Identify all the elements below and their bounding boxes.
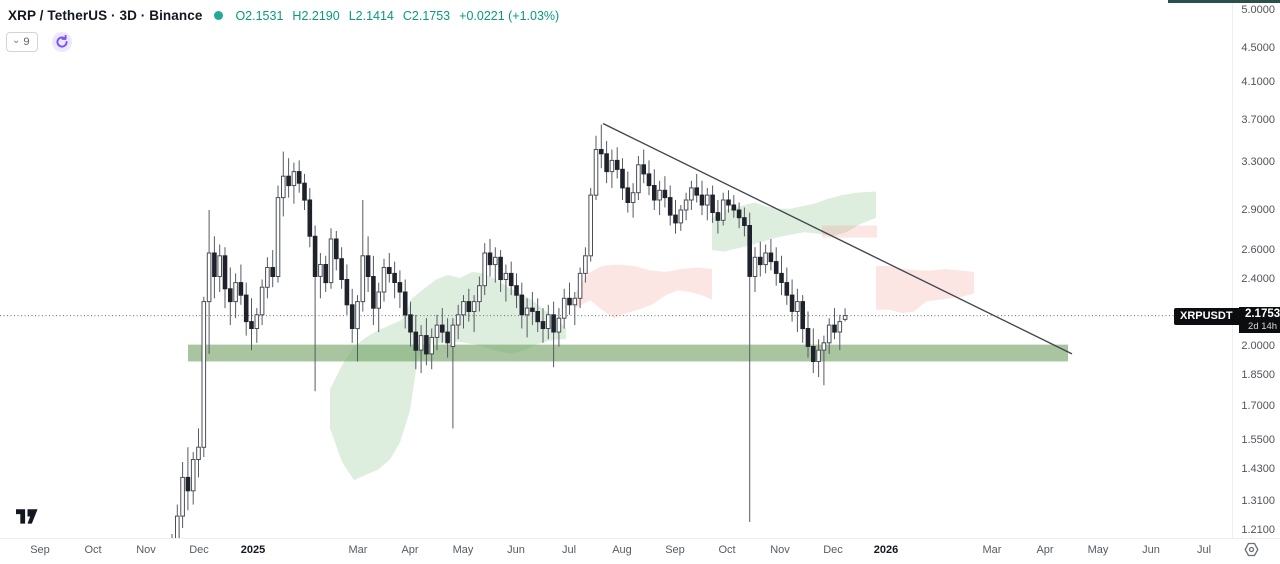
price-scale-gear-icon[interactable] [1243,541,1260,563]
time-tick-Jul: Jul [1196,544,1212,556]
indicator-value: 9 [23,36,30,48]
last-price: 2.1753 [1244,308,1280,321]
green-cloud-autumn [712,191,876,252]
symbol-title[interactable]: XRP / TetherUS · 3D · Binance [8,8,203,23]
descending-trendline[interactable] [602,122,1073,355]
ohlc-low: L2.1414 [348,8,394,23]
price-axis[interactable]: 5.0000 4.5000 4.1000 3.7000 3.3000 2.9000 2.60… [1232,0,1280,538]
time-tick-Nov: Nov [770,544,790,556]
time-tick-May: May [452,544,474,556]
time-axis[interactable]: Sep Oct Nov Dec 2025 Mar Apr May Jun Jul Aug Sep Oct… [0,538,1280,564]
price-label-value: 2.1753 2d 14h [1238,307,1280,334]
price-tick-1.5500: 1.5500 [1241,433,1275,446]
time-tick-Dec: Dec [189,544,209,556]
candle-series [171,124,848,538]
indicator-dropdown[interactable]: ⌄ 9 [6,32,38,52]
time-tick-2026: 2026 [873,544,899,556]
red-cloud-summer [576,264,712,319]
price-tick-2.0000: 2.0000 [1241,339,1275,352]
time-tick-May: May [1087,544,1109,556]
time-tick-Apr: Apr [401,544,419,556]
time-tick-Sep: Sep [30,544,50,556]
price-tick-3.7000: 3.7000 [1241,114,1275,127]
price-tick-3.3000: 3.3000 [1241,156,1275,169]
time-tick-Aug: Aug [612,544,632,556]
time-tick-Oct: Oct [84,544,102,556]
price-tick-1.8500: 1.8500 [1241,368,1275,381]
ohlc-close: C2.1753 [402,8,451,23]
candlestick-chart-canvas[interactable] [0,0,1232,538]
time-tick-Jun: Jun [1142,544,1160,556]
last-price-label[interactable]: XRPUSDT 2.1753 2d 14h [1174,307,1280,334]
sync-refresh-icon[interactable] [51,32,72,52]
price-tick-1.7000: 1.7000 [1241,399,1275,412]
time-tick-Jul: Jul [561,544,577,556]
red-cloud-projection [876,266,974,314]
ohlc-readout: O2.1531 H2.2190 L2.1414 C2.1753 +0.0221 … [235,9,559,23]
tradingview-logo-glyph [16,509,38,524]
tradingview-logo[interactable] [16,508,39,529]
price-tick-2.4000: 2.4000 [1241,273,1275,285]
support-zone-rect[interactable] [188,344,1068,362]
panel-edge-bar [1168,0,1280,3]
price-tick-1.2100: 1.2100 [1241,524,1275,537]
market-status-dot-icon [214,11,224,20]
price-label-symbol: XRPUSDT [1174,307,1239,325]
gear-glyph [1244,542,1259,557]
price-tick-2.9000: 2.9000 [1241,203,1275,216]
price-tick-1.4300: 1.4300 [1241,463,1275,476]
ohlc-change: +0.0221 (+1.03%) [459,8,560,23]
time-tick-Mar: Mar [348,544,368,556]
time-tick-2025: 2025 [240,544,266,556]
price-tick-4.5000: 4.5000 [1241,42,1275,55]
ohlc-open: O2.1531 [235,8,284,23]
bar-countdown: 2d 14h [1248,321,1278,333]
time-tick-Jun: Jun [507,544,525,556]
time-tick-Nov: Nov [136,544,156,556]
time-tick-Apr: Apr [1036,544,1054,556]
red-strip-crossover [822,225,877,238]
time-tick-Oct: Oct [718,544,736,556]
price-tick-5.0000: 5.0000 [1241,3,1275,16]
time-tick-Mar: Mar [982,544,1002,556]
price-tick-1.3100: 1.3100 [1241,495,1275,508]
price-tick-4.1000: 4.1000 [1241,76,1275,89]
time-tick-Dec: Dec [823,544,843,556]
price-tick-2.6000: 2.6000 [1241,243,1275,256]
green-cloud-spring [330,271,566,481]
time-tick-Sep: Sep [665,544,685,556]
ohlc-high: H2.2190 [292,8,340,23]
sync-arrows-glyph [56,35,68,48]
chevron-down-icon: ⌄ [12,35,21,46]
